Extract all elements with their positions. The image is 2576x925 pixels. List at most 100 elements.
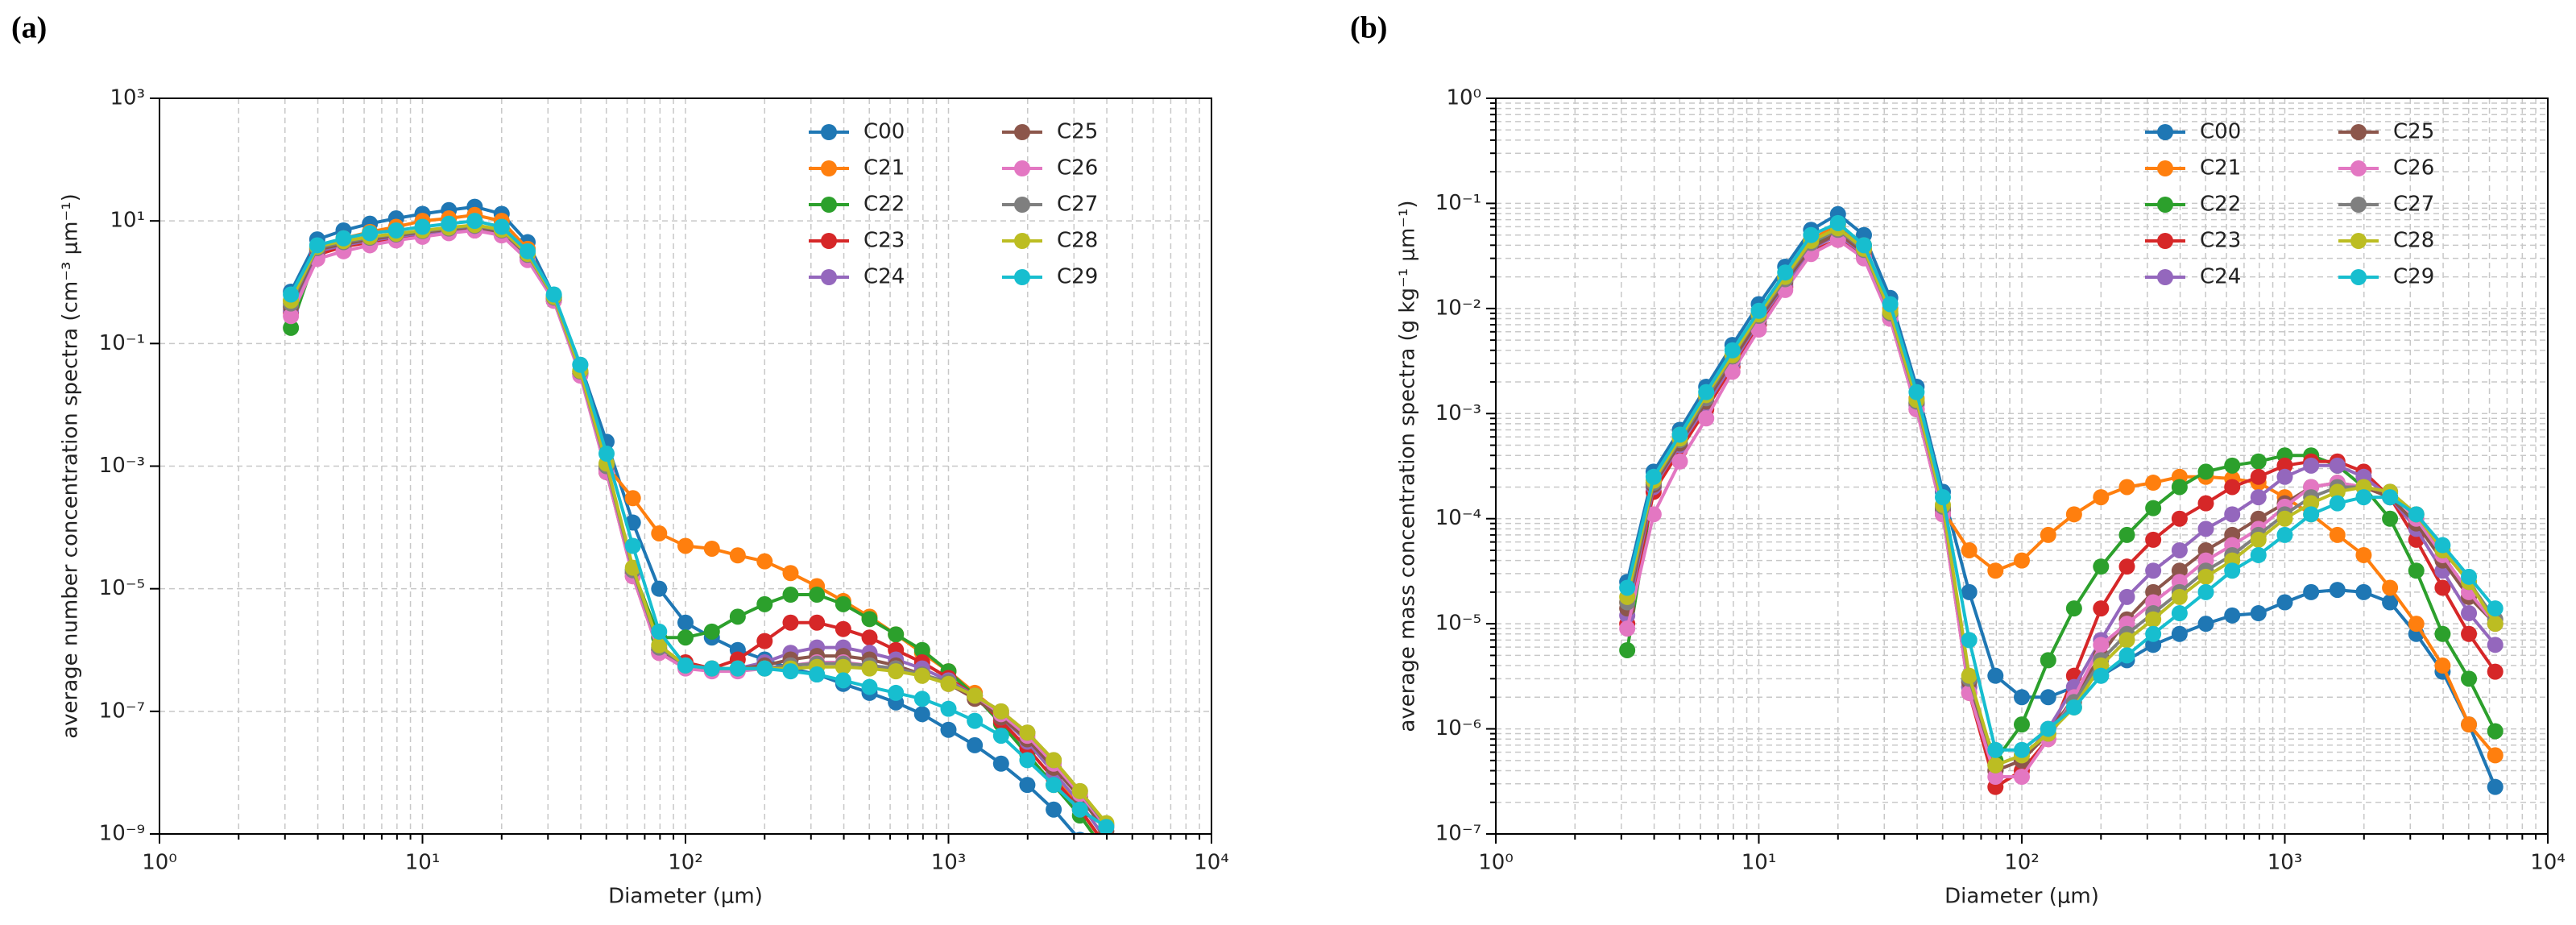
- legend-marker: [821, 197, 837, 213]
- marker: [835, 672, 851, 689]
- marker: [809, 587, 826, 604]
- series-line: [289, 229, 1100, 834]
- marker: [2329, 495, 2346, 512]
- legend-label: C24: [863, 265, 905, 289]
- y-tick-label: 10⁻¹: [1435, 191, 1481, 215]
- legend-marker: [2157, 160, 2173, 176]
- marker: [2145, 475, 2162, 492]
- marker: [493, 218, 510, 235]
- marker: [940, 700, 957, 717]
- marker: [756, 595, 773, 612]
- x-tick-label: 10³: [931, 851, 967, 875]
- legend-label: C21: [2200, 156, 2241, 180]
- marker: [2382, 510, 2399, 527]
- marker: [1908, 384, 1925, 400]
- marker: [1619, 620, 1636, 637]
- marker: [756, 553, 773, 570]
- legend-marker: [2350, 233, 2367, 249]
- marker: [2014, 741, 2030, 758]
- marker: [2329, 526, 2346, 543]
- legend-marker: [821, 124, 837, 140]
- legend-label: C22: [863, 193, 905, 217]
- marker: [677, 657, 694, 674]
- marker: [2434, 657, 2451, 674]
- series-layer: [283, 198, 1115, 861]
- legend-marker: [2350, 197, 2367, 213]
- marker: [1987, 769, 2004, 786]
- series-line: [289, 225, 1095, 834]
- legend-marker: [2157, 197, 2173, 213]
- marker: [2303, 495, 2320, 512]
- marker: [2487, 600, 2504, 617]
- marker: [1934, 489, 1951, 506]
- marker: [2118, 632, 2135, 649]
- marker: [2382, 489, 2399, 506]
- marker: [1098, 838, 1114, 854]
- marker: [1987, 741, 2004, 758]
- marker: [2145, 562, 2162, 579]
- marker: [913, 667, 930, 684]
- marker: [441, 215, 458, 232]
- marker: [703, 660, 720, 677]
- marker: [2014, 552, 2030, 569]
- marker: [2197, 463, 2214, 480]
- marker: [1724, 363, 1741, 380]
- marker: [1750, 321, 1767, 338]
- marker: [1987, 667, 2004, 684]
- marker: [1961, 583, 1978, 600]
- marker: [1671, 453, 1688, 470]
- plot-frame: [159, 97, 1212, 835]
- x-tick-label: 10⁰: [1478, 851, 1514, 875]
- marker: [2145, 500, 2162, 516]
- y-tick-label: 10¹: [110, 209, 145, 233]
- marker: [598, 445, 615, 462]
- marker: [1855, 237, 1872, 254]
- marker: [1645, 506, 1662, 523]
- marker: [2461, 625, 2478, 642]
- x-tick-label: 10⁰: [142, 851, 177, 875]
- marker: [703, 540, 720, 557]
- marker: [967, 736, 984, 753]
- marker: [782, 587, 799, 604]
- legend-marker: [2350, 124, 2367, 140]
- marker: [888, 626, 905, 643]
- marker: [1098, 844, 1114, 861]
- marker: [677, 537, 694, 554]
- marker: [888, 684, 905, 701]
- marker: [651, 637, 668, 653]
- marker: [2197, 568, 2214, 585]
- series-line: [1626, 226, 2497, 767]
- marker: [2434, 625, 2451, 642]
- marker: [2224, 506, 2241, 523]
- y-tick-label: 10⁻⁷: [99, 699, 145, 723]
- marker: [1071, 801, 1088, 818]
- marker: [2487, 637, 2504, 653]
- marker: [2118, 526, 2135, 543]
- marker: [1619, 641, 1636, 658]
- marker: [809, 614, 826, 631]
- y-axis-label: average mass concentration spectra (g kg…: [1396, 200, 1420, 732]
- marker: [1961, 541, 1978, 558]
- marker: [2408, 616, 2425, 633]
- legend-marker: [1014, 233, 1030, 249]
- legend-label: C23: [2200, 229, 2241, 253]
- marker: [2250, 453, 2267, 470]
- marker: [913, 641, 930, 658]
- marker: [2171, 541, 2188, 558]
- marker: [2118, 588, 2135, 605]
- legend-label: C25: [1057, 120, 1098, 144]
- legend-label: C26: [1057, 156, 1098, 180]
- marker: [888, 663, 905, 680]
- marker: [2014, 769, 2030, 786]
- marker: [782, 565, 799, 582]
- y-tick-label: 10⁻³: [99, 454, 145, 478]
- legend-label: C00: [2200, 120, 2241, 144]
- marker: [651, 580, 668, 597]
- marker: [2118, 647, 2135, 664]
- marker: [1619, 579, 1636, 596]
- series-line: [289, 224, 1108, 827]
- marker: [1987, 562, 2004, 579]
- marker: [677, 614, 694, 631]
- marker: [2487, 616, 2504, 633]
- y-tick-label: 10⁻⁵: [1435, 612, 1481, 636]
